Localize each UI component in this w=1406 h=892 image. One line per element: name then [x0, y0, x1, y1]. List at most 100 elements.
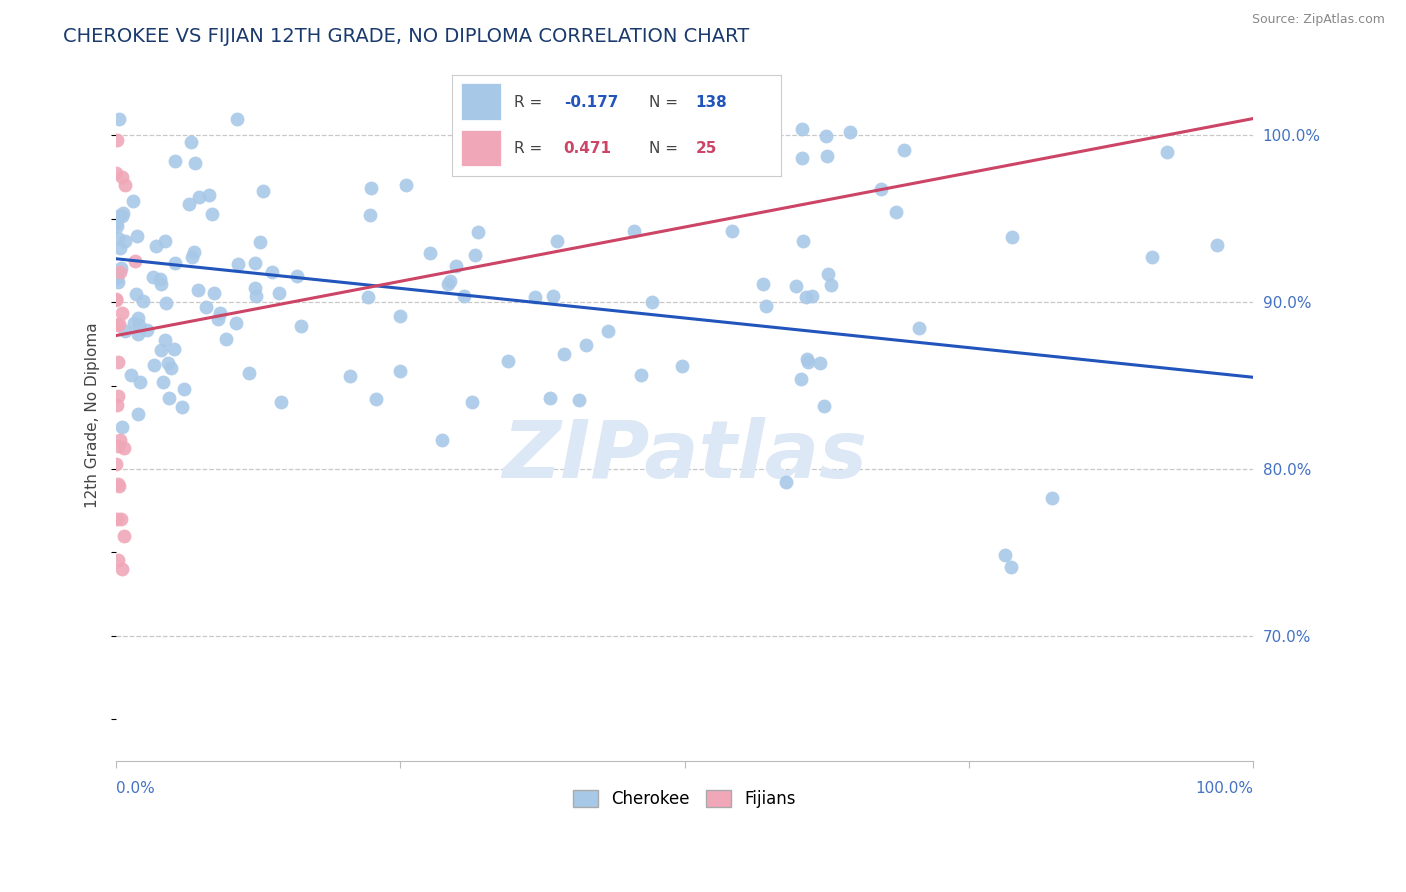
Point	[114, 234, 136, 248]
Legend: Cherokee, Fijians: Cherokee, Fijians	[567, 783, 803, 815]
Point	[111, 562, 134, 576]
Point	[127, 407, 149, 421]
Point	[775, 475, 797, 489]
Point	[201, 207, 224, 221]
Text: 0.0%: 0.0%	[117, 781, 155, 796]
Point	[790, 122, 813, 136]
Point	[444, 260, 467, 274]
Point	[177, 197, 200, 211]
Point	[127, 229, 149, 244]
Point	[575, 338, 598, 352]
Point	[184, 156, 207, 170]
Point	[122, 316, 145, 330]
Point	[152, 376, 174, 390]
Point	[105, 132, 128, 146]
Point	[107, 209, 129, 223]
Point	[105, 457, 128, 471]
Point	[180, 135, 202, 149]
Point	[290, 318, 312, 333]
Point	[797, 355, 820, 369]
Point	[252, 184, 274, 198]
Point	[505, 142, 527, 156]
Point	[107, 389, 129, 403]
Point	[125, 287, 148, 301]
Point	[163, 342, 186, 356]
Point	[360, 181, 382, 195]
Point	[111, 209, 134, 223]
Point	[498, 354, 520, 368]
Point	[157, 391, 180, 405]
Point	[145, 239, 167, 253]
Point	[105, 398, 128, 412]
Point	[461, 395, 484, 409]
Point	[225, 316, 247, 330]
Point	[817, 267, 839, 281]
Point	[107, 275, 129, 289]
Point	[730, 143, 752, 157]
Point	[813, 399, 835, 413]
Point	[110, 512, 132, 526]
Point	[339, 369, 361, 384]
Point	[808, 355, 831, 369]
Point	[202, 285, 225, 300]
Point	[183, 245, 205, 260]
Point	[792, 234, 814, 248]
Point	[112, 441, 135, 455]
Point	[187, 283, 209, 297]
Point	[214, 332, 236, 346]
Point	[785, 279, 807, 293]
Y-axis label: 12th Grade, No Diploma: 12th Grade, No Diploma	[86, 322, 100, 508]
Text: ZIPatlas: ZIPatlas	[502, 417, 868, 495]
Point	[160, 360, 183, 375]
Point	[156, 356, 179, 370]
Point	[630, 368, 652, 382]
Point	[464, 248, 486, 262]
Point	[567, 393, 589, 408]
Point	[814, 128, 837, 143]
Point	[908, 321, 931, 335]
Point	[187, 190, 209, 204]
Point	[105, 268, 128, 282]
Point	[752, 277, 775, 291]
Point	[541, 289, 564, 303]
Point	[538, 391, 561, 405]
Point	[789, 372, 811, 386]
Point	[105, 292, 128, 306]
Point	[820, 277, 842, 292]
Point	[107, 479, 129, 493]
Point	[155, 234, 177, 248]
Point	[815, 149, 838, 163]
Point	[598, 325, 620, 339]
Point	[243, 280, 266, 294]
Point	[839, 126, 862, 140]
Point	[195, 301, 218, 315]
Point	[1000, 230, 1022, 244]
Point	[226, 257, 249, 271]
Text: CHEROKEE VS FIJIAN 12TH GRADE, NO DIPLOMA CORRELATION CHART: CHEROKEE VS FIJIAN 12TH GRADE, NO DIPLOM…	[63, 27, 749, 45]
Point	[107, 439, 129, 453]
Point	[267, 285, 290, 300]
Point	[1205, 237, 1227, 252]
Point	[553, 347, 575, 361]
Point	[143, 358, 166, 372]
Point	[165, 256, 187, 270]
Point	[105, 219, 128, 234]
Point	[124, 254, 146, 268]
Point	[453, 289, 475, 303]
Point	[114, 324, 136, 338]
Point	[129, 375, 152, 389]
Point	[623, 224, 645, 238]
Point	[165, 154, 187, 169]
Point	[107, 354, 129, 368]
Text: 100.0%: 100.0%	[1195, 781, 1253, 796]
Point	[395, 178, 418, 192]
Point	[128, 318, 150, 333]
Point	[523, 290, 546, 304]
Point	[108, 241, 131, 255]
Point	[755, 299, 778, 313]
Point	[111, 169, 134, 184]
Point	[105, 166, 128, 180]
Point	[243, 256, 266, 270]
Point	[198, 187, 221, 202]
Point	[105, 271, 128, 285]
